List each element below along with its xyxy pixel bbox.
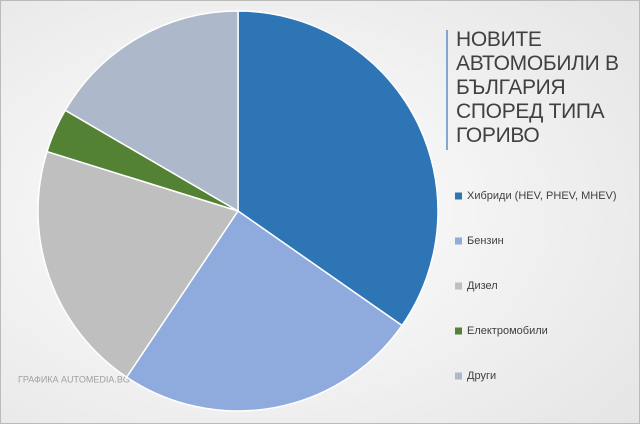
pie-slice — [64, 10, 239, 213]
legend-label: Дизел — [467, 280, 498, 292]
legend-swatch — [455, 282, 462, 290]
pie-slice — [37, 150, 240, 379]
legend-swatch — [455, 192, 462, 200]
legend-swatch — [455, 327, 462, 335]
legend-label: Електромобили — [467, 325, 548, 337]
pie-slice — [237, 10, 439, 327]
legend-label: Бензин — [467, 235, 504, 247]
legend-swatch — [455, 372, 462, 380]
pie-slice — [125, 209, 404, 412]
credit: ГРАФИКА AUTOMEDIA.BG — [18, 374, 130, 384]
legend-label: Други — [467, 370, 496, 382]
legend-label: Хибриди (HEV, PHEV, MHEV) — [467, 190, 617, 202]
legend-swatch — [455, 237, 462, 245]
chart-title: НОВИТЕ АВТОМОБИЛИ В БЪЛГАРИЯ СПОРЕД ТИПА… — [456, 28, 619, 147]
